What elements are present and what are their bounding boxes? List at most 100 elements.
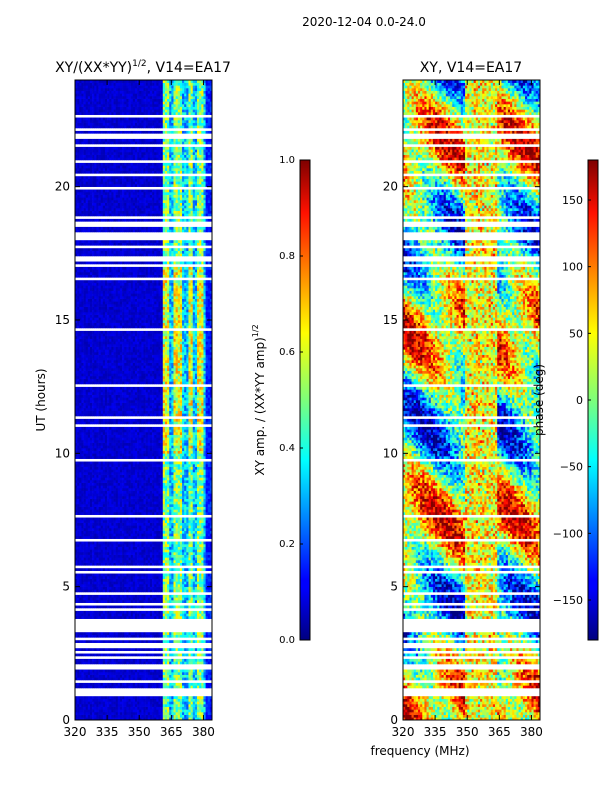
heatmap-cell xyxy=(192,682,196,686)
heatmap-cell xyxy=(109,549,112,553)
heatmap-cell xyxy=(94,634,97,638)
heatmap-cell xyxy=(92,568,95,571)
heatmap-cell xyxy=(201,706,204,710)
heatmap-cell xyxy=(137,496,140,499)
heatmap-cell xyxy=(75,450,78,454)
heatmap-cell xyxy=(173,677,176,681)
heatmap-cell xyxy=(175,528,179,531)
heatmap-cell xyxy=(92,506,95,510)
heatmap-cell xyxy=(89,610,93,614)
heatmap-cell xyxy=(81,600,84,603)
heatmap-cell xyxy=(132,632,136,635)
heatmap-cell xyxy=(132,586,136,590)
heatmap-cell xyxy=(79,530,82,534)
heatmap-cell xyxy=(100,640,104,643)
heatmap-cell xyxy=(128,616,131,619)
heatmap-cell xyxy=(149,536,153,539)
heatmap-cell xyxy=(109,632,112,635)
heatmap-cell xyxy=(85,597,89,601)
heatmap-cell xyxy=(111,610,114,614)
heatmap-cell xyxy=(104,576,108,579)
heatmap-cell xyxy=(87,509,91,513)
heatmap-cell xyxy=(143,490,146,494)
heatmap-cell xyxy=(188,490,191,494)
heatmap-cell xyxy=(124,498,127,502)
heatmap-cell xyxy=(152,594,155,598)
heatmap-cell xyxy=(194,512,198,515)
heatmap-cell xyxy=(171,709,174,713)
heatmap-cell xyxy=(102,640,106,643)
heatmap-cell xyxy=(205,714,209,718)
heatmap-cell xyxy=(104,450,108,454)
heatmap-cell xyxy=(111,634,114,638)
heatmap-cell xyxy=(173,496,176,499)
heatmap-cell xyxy=(94,568,97,571)
heatmap-cell xyxy=(169,536,172,539)
heatmap-cell xyxy=(115,589,119,593)
heatmap-cell xyxy=(164,490,168,494)
heatmap-cell xyxy=(132,461,136,465)
heatmap-cell xyxy=(186,453,189,457)
heatmap-cell xyxy=(134,661,138,665)
heatmap-cell xyxy=(139,677,142,681)
heatmap-cell xyxy=(197,613,200,617)
heatmap-cell xyxy=(92,605,95,609)
heatmap-cell xyxy=(197,536,200,539)
heatmap-cell xyxy=(87,672,91,675)
heatmap-cell xyxy=(104,682,108,686)
heatmap-cell xyxy=(128,504,131,507)
heatmap-cell xyxy=(173,469,176,473)
heatmap-cell xyxy=(81,530,84,534)
heatmap-cell xyxy=(94,640,97,643)
heatmap-cell xyxy=(124,648,127,651)
heatmap-cell xyxy=(173,501,176,505)
heatmap-cell xyxy=(96,520,99,523)
heatmap-cell xyxy=(117,661,121,665)
heatmap-cell xyxy=(130,549,134,553)
heatmap-cell xyxy=(100,613,104,617)
heatmap-cell xyxy=(205,488,209,491)
heatmap-cell xyxy=(115,557,119,561)
heatmap-cell xyxy=(75,504,78,507)
heatmap-cell xyxy=(179,613,183,617)
heatmap-cell xyxy=(199,496,202,499)
heatmap-cell xyxy=(207,480,211,483)
heatmap-cell xyxy=(145,605,149,609)
heatmap-cell xyxy=(145,717,149,720)
heatmap-cell xyxy=(197,450,200,454)
heatmap-cell xyxy=(113,477,116,481)
heatmap-cell xyxy=(104,578,108,582)
heatmap-cell xyxy=(177,648,181,651)
heatmap-cell xyxy=(115,581,119,585)
heatmap-cell xyxy=(182,648,185,651)
heatmap-cell xyxy=(209,682,212,686)
heatmap-cell xyxy=(149,541,153,545)
heatmap-cell xyxy=(192,496,196,499)
heatmap-cell xyxy=(98,701,101,705)
heatmap-cell xyxy=(137,450,140,454)
heatmap-cell xyxy=(75,472,78,475)
heatmap-cell xyxy=(179,541,183,545)
heatmap-cell xyxy=(100,573,104,577)
heatmap-cell xyxy=(177,456,181,459)
heatmap-cell xyxy=(184,480,187,483)
heatmap-cell xyxy=(109,554,112,558)
heatmap-cell xyxy=(126,560,129,563)
heatmap-flagged-row xyxy=(75,458,212,462)
heatmap-cell xyxy=(158,485,161,489)
heatmap-cell xyxy=(152,461,155,465)
heatmap-cell xyxy=(149,456,153,459)
heatmap-cell xyxy=(107,669,110,673)
heatmap-cell xyxy=(143,488,146,491)
heatmap-cell xyxy=(126,685,129,689)
heatmap-cell xyxy=(109,594,112,598)
heatmap-cell xyxy=(194,533,198,537)
heatmap-cell xyxy=(113,498,116,502)
heatmap-cell xyxy=(100,704,104,707)
heatmap-cell xyxy=(186,701,189,705)
heatmap-cell xyxy=(175,696,179,699)
heatmap-cell xyxy=(81,480,84,483)
heatmap-cell xyxy=(102,677,106,681)
heatmap-cell xyxy=(203,506,206,510)
heatmap-cell xyxy=(182,490,185,494)
